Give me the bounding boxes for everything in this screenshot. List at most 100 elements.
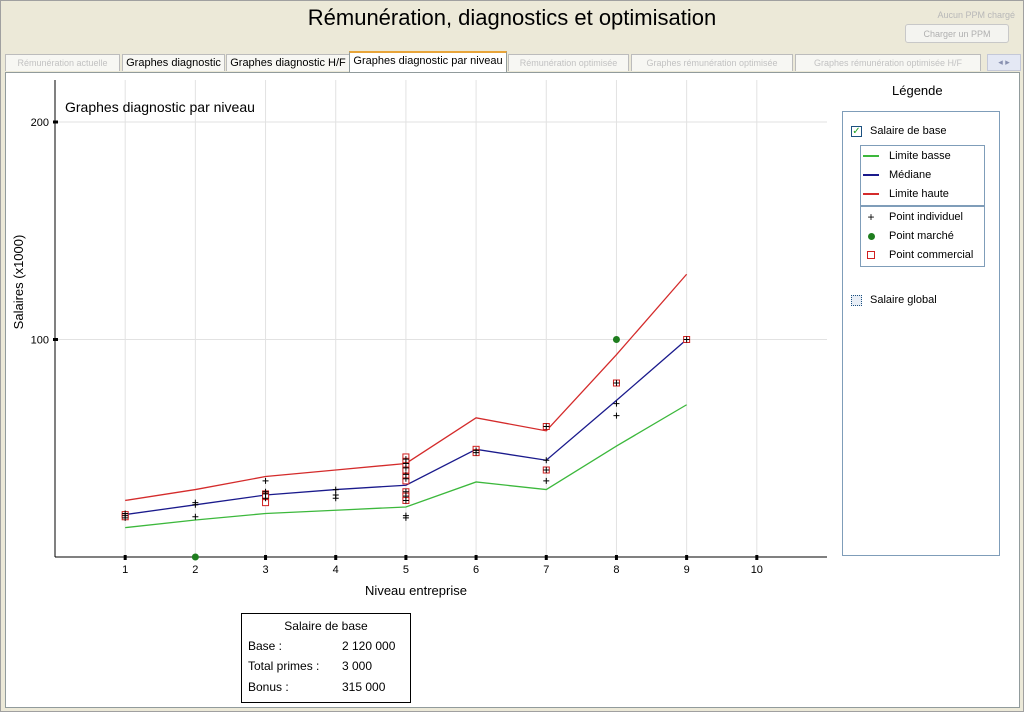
x-tick-mark	[474, 555, 478, 560]
point-individuel	[122, 514, 129, 521]
tab-graphes-diagnostic-par-niveau[interactable]: Graphes diagnostic par niveau	[349, 51, 507, 72]
chart-title: Graphes diagnostic par niveau	[65, 99, 255, 115]
salaire-base-checkbox-row[interactable]: ✓ Salaire de base	[851, 125, 946, 137]
salaire-global-checkbox-row[interactable]: Salaire global	[851, 294, 937, 306]
y-tick-label: 100	[31, 335, 49, 347]
tab-graphes-remuneration-optimisee-hf[interactable]: Graphes rémunération optimisée H/F	[795, 54, 981, 71]
chart-axes: 1 2 3 4 5 6 7 8 9 10 100 200	[31, 80, 827, 576]
point-individuel	[262, 495, 269, 502]
summary-label: Bonus :	[248, 680, 289, 694]
y-tick-mark	[53, 120, 58, 124]
legend-lines-group: Limite basse Médiane Limite haute	[860, 145, 985, 206]
y-tick-label: 200	[31, 117, 49, 129]
legend-item-point-commercial: Point commercial	[861, 249, 973, 261]
legend-item-limite-haute: Limite haute	[861, 188, 949, 200]
point-individuel	[402, 514, 409, 521]
point-individuel	[402, 464, 409, 471]
x-tick-mark	[544, 555, 548, 560]
legend-label-point-marche: Point marché	[889, 230, 954, 242]
tab-scroll-arrows-icon[interactable]: ◂ ▸	[987, 54, 1021, 71]
green-dot-icon	[867, 232, 875, 240]
x-tick-label: 7	[543, 564, 549, 576]
x-tick-mark	[334, 555, 338, 560]
point-individuel	[543, 467, 550, 473]
point-individuel	[402, 475, 409, 482]
load-ppm-button[interactable]: Charger un PPM	[905, 24, 1009, 43]
tab-remuneration-actuelle[interactable]: Rémunération actuelle	[5, 54, 120, 71]
salaire-base-label: Salaire de base	[870, 125, 947, 137]
x-tick-mark	[123, 555, 127, 560]
point-individuel	[543, 423, 550, 430]
salaire-global-label: Salaire global	[870, 294, 937, 306]
series-line	[125, 404, 687, 529]
legend-label-point-individuel: Point individuel	[889, 211, 963, 223]
point-individuel	[192, 513, 199, 520]
point-individuel	[613, 412, 620, 419]
legend-title: Légende	[892, 83, 943, 98]
summary-value: 2 120 000	[342, 639, 396, 653]
summary-value: 3 000	[342, 659, 373, 673]
salaire-base-checkbox[interactable]: ✓	[851, 125, 862, 137]
series-line	[125, 339, 688, 516]
legend-label-limite-basse: Limite basse	[889, 150, 951, 162]
chart-points	[121, 336, 691, 561]
x-tick-label: 9	[684, 564, 690, 576]
chart-grid	[55, 80, 827, 557]
point-individuel	[683, 336, 690, 343]
x-axis-label: Niveau entreprise	[365, 583, 467, 598]
point-individuel	[332, 495, 339, 502]
y-axis-label: Salaires (x1000)	[11, 235, 26, 330]
x-tick-label: 6	[473, 564, 479, 576]
point-individuel	[613, 380, 620, 386]
legend-item-point-marche: Point marché	[861, 230, 954, 242]
point-individuel	[332, 486, 339, 493]
y-tick-mark	[53, 338, 58, 341]
plus-marker-icon: +	[867, 210, 875, 224]
point-individuel	[543, 457, 550, 464]
point-marche	[612, 336, 620, 343]
x-tick-label: 3	[262, 564, 268, 576]
blue-line-icon	[863, 174, 879, 176]
x-tick-label: 8	[613, 564, 619, 576]
x-tick-mark	[264, 555, 268, 560]
green-line-icon	[863, 155, 879, 157]
x-tick-mark	[685, 555, 689, 560]
legend-label-limite-haute: Limite haute	[889, 188, 949, 200]
tab-graphes-diagnostic[interactable]: Graphes diagnostic	[122, 54, 225, 71]
summary-value: 315 000	[342, 680, 386, 694]
x-tick-mark	[614, 555, 618, 560]
point-individuel	[473, 449, 480, 456]
summary-box: Salaire de base Base : 2 120 000 Total p…	[241, 613, 411, 703]
summary-label: Total primes :	[248, 659, 320, 673]
x-tick-label: 2	[192, 564, 198, 576]
x-tick-label: 1	[122, 564, 128, 576]
point-individuel	[262, 477, 269, 484]
title-bar: Rémunération, diagnostics et optimisatio…	[1, 1, 1023, 51]
x-tick-mark	[755, 555, 759, 560]
red-line-icon	[863, 193, 879, 195]
legend-points-group: + Point individuel Point marché Point co…	[860, 206, 985, 267]
legend-item-mediane: Médiane	[861, 169, 931, 181]
x-tick-label: 4	[333, 564, 339, 576]
point-individuel	[402, 497, 409, 504]
x-tick-mark	[404, 555, 408, 560]
page-title: Rémunération, diagnostics et optimisatio…	[307, 5, 717, 30]
tab-graphes-diagnostic-hf[interactable]: Graphes diagnostic H/F	[226, 54, 350, 71]
check-mark-icon: ✓	[852, 125, 861, 137]
legend-item-limite-basse: Limite basse	[861, 150, 951, 162]
point-individuel	[613, 400, 620, 407]
tab-graphes-remuneration-optimisee[interactable]: Graphes rémunération optimisée	[631, 54, 793, 71]
salaire-global-checkbox[interactable]	[851, 294, 862, 306]
legend-item-point-individuel: + Point individuel	[861, 211, 963, 223]
legend-panel: ✓ Salaire de base Limite basse Médiane L…	[842, 111, 1000, 556]
tab-bar: Rémunération actuelle Graphes diagnostic…	[5, 51, 1021, 73]
point-individuel	[192, 501, 199, 508]
tab-remuneration-optimisee[interactable]: Rémunération optimisée	[508, 54, 629, 71]
summary-title: Salaire de base	[284, 619, 368, 633]
x-tick-label: 10	[751, 564, 763, 576]
point-individuel	[543, 477, 550, 484]
x-tick-label: 5	[403, 564, 409, 576]
summary-label: Base :	[248, 639, 283, 653]
point-marche	[191, 553, 199, 561]
